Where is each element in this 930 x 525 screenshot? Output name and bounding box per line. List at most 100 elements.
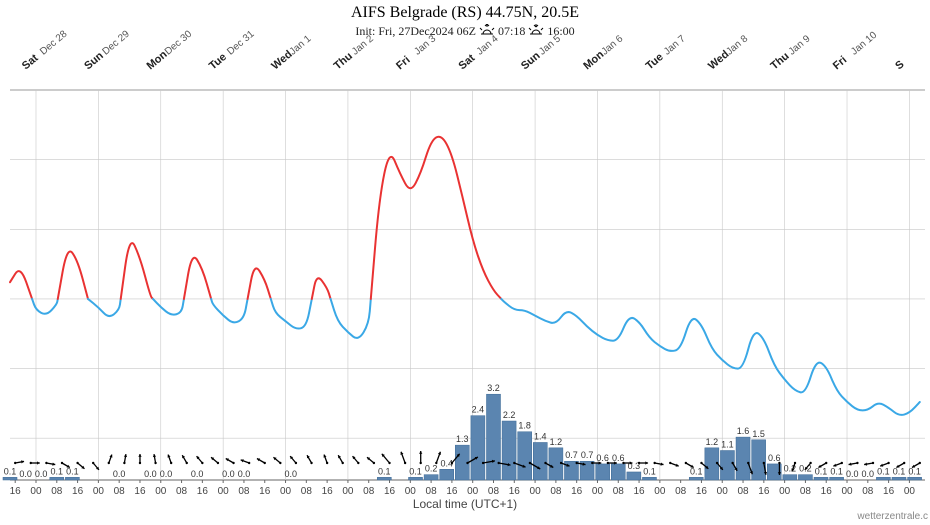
x-axis-label: Local time (UTC+1) [0, 497, 930, 511]
svg-text:16: 16 [446, 486, 458, 497]
svg-text:08: 08 [426, 486, 438, 497]
svg-text:0.0: 0.0 [113, 469, 126, 479]
svg-text:0.1: 0.1 [409, 466, 422, 476]
svg-text:16: 16 [883, 486, 895, 497]
svg-text:0.1: 0.1 [4, 466, 17, 476]
svg-text:0.1: 0.1 [690, 466, 703, 476]
svg-text:16: 16 [10, 486, 22, 497]
svg-text:00: 00 [155, 486, 167, 497]
svg-text:00: 00 [904, 486, 916, 497]
svg-text:3.2: 3.2 [487, 383, 500, 393]
svg-text:08: 08 [550, 486, 562, 497]
svg-text:0.0: 0.0 [238, 469, 251, 479]
svg-text:1.1: 1.1 [721, 440, 734, 450]
svg-text:00: 00 [30, 486, 42, 497]
svg-text:08: 08 [176, 486, 188, 497]
watermark: wetterzentrale.c [857, 511, 928, 522]
svg-text:0.6: 0.6 [596, 453, 609, 463]
svg-text:00: 00 [93, 486, 105, 497]
svg-text:16: 16 [571, 486, 583, 497]
svg-text:00: 00 [218, 486, 230, 497]
svg-text:08: 08 [800, 486, 812, 497]
svg-text:2.4: 2.4 [472, 405, 485, 415]
svg-text:0.1: 0.1 [643, 466, 656, 476]
svg-text:00: 00 [654, 486, 666, 497]
svg-text:0.2: 0.2 [425, 464, 438, 474]
svg-text:Sat: Sat [20, 52, 41, 72]
svg-text:00: 00 [405, 486, 417, 497]
svg-text:0.0: 0.0 [19, 469, 32, 479]
svg-text:Tue: Tue [207, 51, 229, 72]
svg-text:08: 08 [238, 486, 250, 497]
svg-text:00: 00 [717, 486, 729, 497]
svg-text:1.6: 1.6 [737, 426, 750, 436]
svg-text:1.3: 1.3 [456, 434, 469, 444]
svg-text:Fri: Fri [394, 54, 412, 72]
svg-text:1.4: 1.4 [534, 431, 547, 441]
svg-text:16: 16 [72, 486, 84, 497]
svg-text:16: 16 [322, 486, 334, 497]
svg-text:08: 08 [613, 486, 625, 497]
svg-text:Fri: Fri [831, 54, 849, 72]
svg-text:08: 08 [363, 486, 375, 497]
sunset-icon [528, 24, 544, 40]
svg-text:0.1: 0.1 [378, 466, 391, 476]
svg-text:00: 00 [342, 486, 354, 497]
svg-text:S: S [893, 58, 906, 72]
svg-text:00: 00 [530, 486, 542, 497]
svg-text:Sat: Sat [457, 52, 478, 72]
svg-text:1.5: 1.5 [752, 429, 765, 439]
svg-text:00: 00 [280, 486, 292, 497]
svg-text:16: 16 [696, 486, 708, 497]
svg-text:16: 16 [259, 486, 271, 497]
svg-text:0.1: 0.1 [815, 466, 828, 476]
sunrise-icon [479, 24, 495, 40]
svg-text:0.0: 0.0 [160, 469, 173, 479]
svg-text:2.2: 2.2 [503, 410, 516, 420]
svg-text:00: 00 [841, 486, 853, 497]
svg-text:0.6: 0.6 [768, 453, 781, 463]
svg-text:1.2: 1.2 [706, 437, 719, 447]
svg-text:16: 16 [197, 486, 209, 497]
svg-text:16: 16 [509, 486, 521, 497]
svg-text:0.0: 0.0 [191, 469, 204, 479]
init-time: Init: Fri, 27Dec2024 06Z [355, 24, 476, 38]
svg-text:0.6: 0.6 [612, 453, 625, 463]
svg-text:0.1: 0.1 [893, 466, 906, 476]
svg-text:16: 16 [384, 486, 396, 497]
meteogram-chart: SatDec 28SunDec 29MonDec 30TueDec 31WedJ… [0, 0, 930, 525]
svg-text:08: 08 [862, 486, 874, 497]
svg-text:1.8: 1.8 [518, 421, 531, 431]
svg-text:0.0: 0.0 [284, 469, 297, 479]
svg-text:08: 08 [675, 486, 687, 497]
svg-text:08: 08 [51, 486, 63, 497]
svg-text:0.1: 0.1 [830, 466, 843, 476]
svg-text:0.1: 0.1 [908, 466, 921, 476]
sunset-time: 16:00 [547, 24, 574, 38]
svg-text:0.1: 0.1 [66, 466, 79, 476]
svg-text:0.0: 0.0 [144, 469, 157, 479]
svg-text:Thu: Thu [332, 50, 355, 72]
svg-text:Tue: Tue [644, 51, 666, 72]
svg-text:0.1: 0.1 [51, 466, 64, 476]
svg-text:0.1: 0.1 [877, 466, 890, 476]
svg-text:00: 00 [467, 486, 479, 497]
svg-text:0.0: 0.0 [222, 469, 235, 479]
svg-text:00: 00 [592, 486, 604, 497]
svg-text:16: 16 [634, 486, 646, 497]
svg-text:08: 08 [301, 486, 313, 497]
svg-text:08: 08 [737, 486, 749, 497]
svg-text:08: 08 [488, 486, 500, 497]
svg-text:0.7: 0.7 [565, 450, 578, 460]
svg-text:0.0: 0.0 [846, 469, 859, 479]
svg-text:0.0: 0.0 [35, 469, 48, 479]
svg-text:1.2: 1.2 [550, 437, 563, 447]
svg-text:16: 16 [134, 486, 146, 497]
svg-text:16: 16 [758, 486, 770, 497]
svg-text:16: 16 [821, 486, 833, 497]
svg-text:0.0: 0.0 [862, 469, 875, 479]
svg-text:00: 00 [779, 486, 791, 497]
sunrise-time: 07:18 [498, 24, 525, 38]
svg-text:Thu: Thu [768, 50, 791, 72]
chart-title: AIFS Belgrade (RS) 44.75N, 20.5E [0, 4, 930, 22]
